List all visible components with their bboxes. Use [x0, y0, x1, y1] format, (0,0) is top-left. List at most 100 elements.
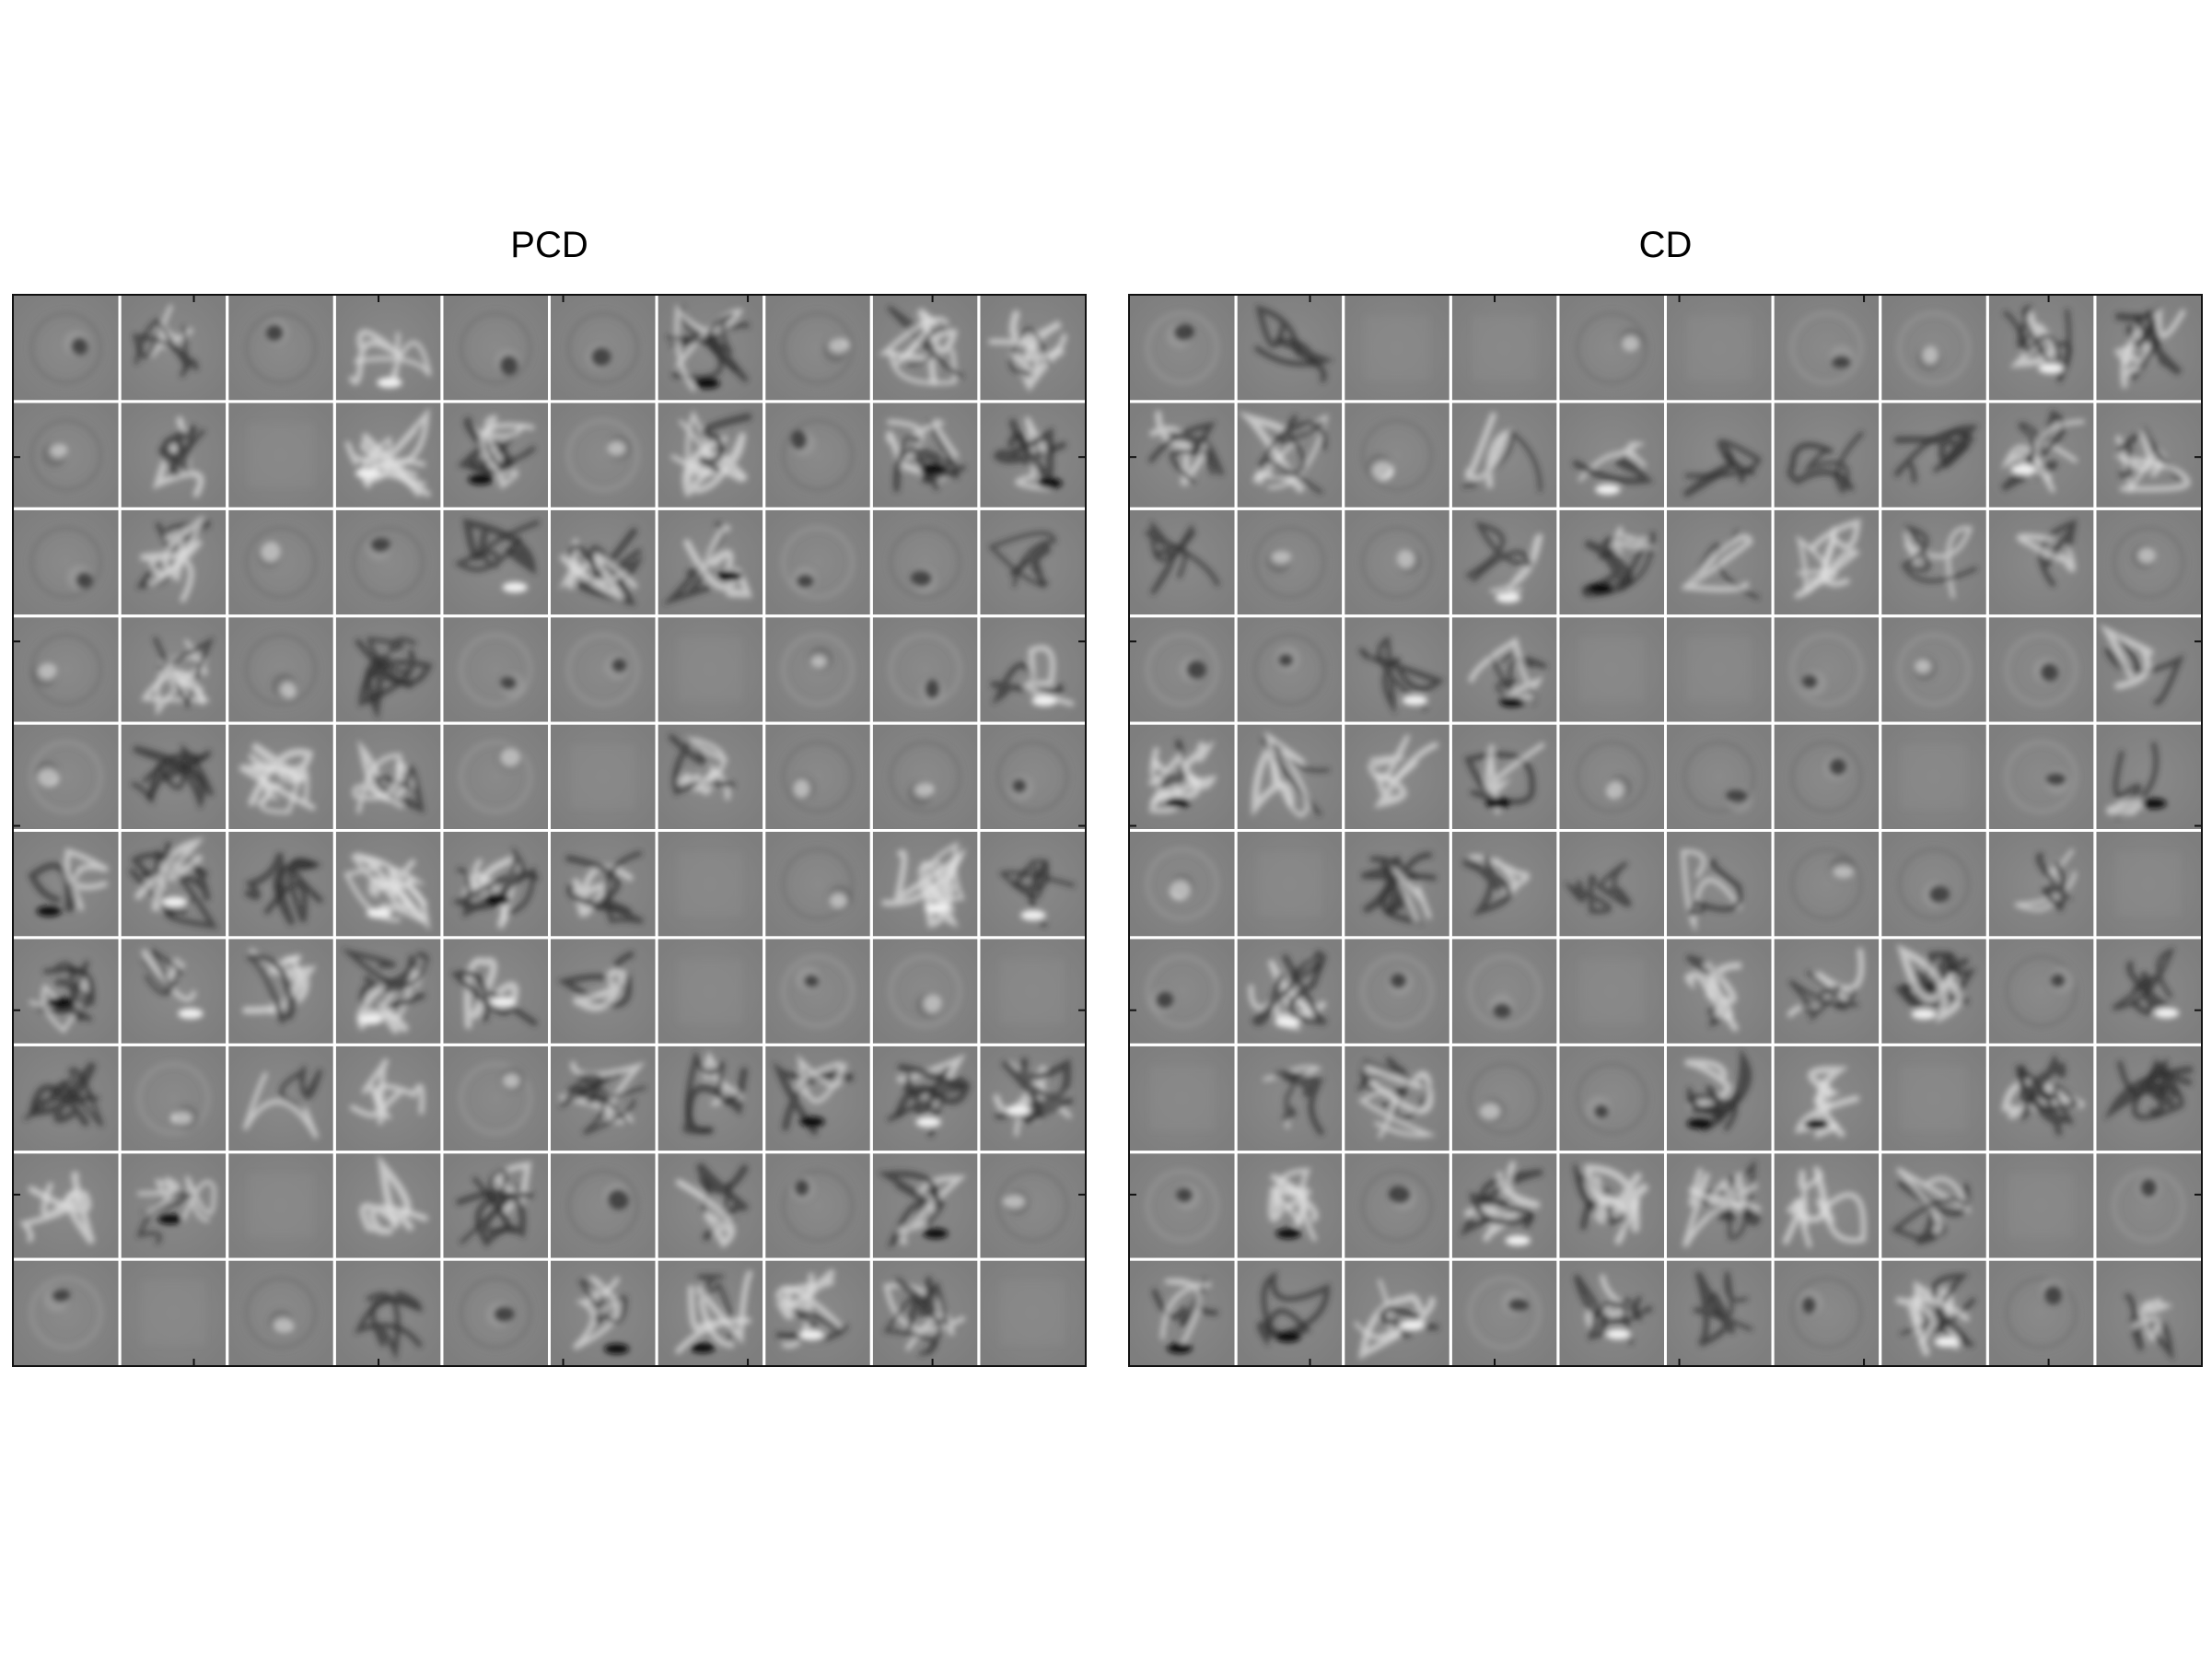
- filter-tile: [2096, 1260, 2201, 1365]
- filter-tile: [228, 296, 333, 401]
- filter-tile: [1774, 509, 1880, 615]
- filter-tile: [980, 1046, 1085, 1151]
- filter-tile: [551, 1153, 656, 1258]
- filter-tile: [14, 724, 119, 829]
- filter-tile: [551, 939, 656, 1044]
- filter-tile: [1774, 832, 1880, 937]
- pcd-filter-grid: [12, 294, 1087, 1367]
- filter-tile: [980, 832, 1085, 937]
- filter-tile: [121, 1260, 227, 1365]
- filter-tile: [1345, 724, 1449, 829]
- cd-panel-title: CD: [1638, 225, 1693, 265]
- filter-tile: [121, 939, 227, 1044]
- filter-tile: [1451, 832, 1557, 937]
- filter-tile: [1130, 617, 1235, 722]
- filter-tile: [1667, 939, 1772, 1044]
- filter-tile: [2096, 509, 2201, 615]
- filter-tile: [228, 1046, 333, 1151]
- filter-tile: [2096, 724, 2201, 829]
- filter-tile: [872, 296, 978, 401]
- filter-tile: [551, 617, 656, 722]
- filter-tile: [2096, 296, 2201, 401]
- filter-tile: [335, 1260, 441, 1365]
- filter-tile: [1130, 832, 1235, 937]
- filter-tile: [1774, 1046, 1880, 1151]
- filter-tile: [872, 1046, 978, 1151]
- filter-tile: [1988, 296, 2094, 401]
- filter-tile: [1345, 1046, 1449, 1151]
- pcd-tiles-svg: [14, 296, 1085, 1365]
- filter-tile: [1988, 1046, 2094, 1151]
- filter-tile: [228, 939, 333, 1044]
- filter-tile: [14, 1046, 119, 1151]
- filter-tile: [1988, 403, 2094, 508]
- filter-tile: [335, 1153, 441, 1258]
- filter-tile: [2096, 617, 2201, 722]
- filter-tile: [228, 509, 333, 615]
- filter-tile: [1881, 939, 1986, 1044]
- filter-tile: [872, 1153, 978, 1258]
- filter-tile: [765, 1260, 870, 1365]
- filter-tile: [1881, 403, 1986, 508]
- filter-tile: [1988, 724, 2094, 829]
- filter-tile: [872, 832, 978, 937]
- filter-tile: [1774, 724, 1880, 829]
- filter-tile: [443, 403, 548, 508]
- filter-tile: [980, 1153, 1085, 1258]
- filter-tile: [1881, 1046, 1986, 1151]
- filter-tile: [1451, 403, 1557, 508]
- filter-tile: [335, 1046, 441, 1151]
- filter-tile: [14, 939, 119, 1044]
- filter-tile: [2096, 939, 2201, 1044]
- filter-tile: [335, 403, 441, 508]
- filter-tile: [551, 832, 656, 937]
- filter-tile: [1881, 1153, 1986, 1258]
- filter-tile: [872, 939, 978, 1044]
- filter-tile: [1237, 1153, 1343, 1258]
- filter-tile: [551, 403, 656, 508]
- filter-tile: [1988, 617, 2094, 722]
- filter-tile: [1345, 617, 1449, 722]
- filter-tile: [765, 617, 870, 722]
- filter-tile: [765, 509, 870, 615]
- filter-tile: [1130, 1046, 1235, 1151]
- filter-tile: [1559, 832, 1664, 937]
- filter-tile: [1237, 1046, 1343, 1151]
- filter-tile: [1345, 296, 1449, 401]
- filter-tile: [658, 724, 763, 829]
- filter-tile: [551, 1046, 656, 1151]
- filter-tile: [1881, 832, 1986, 937]
- filter-tile: [658, 939, 763, 1044]
- filter-tile: [14, 1153, 119, 1258]
- cd-tiles-svg: [1130, 296, 2201, 1365]
- filter-tile: [335, 939, 441, 1044]
- filter-tile: [1559, 403, 1664, 508]
- filter-tile: [14, 509, 119, 615]
- filter-tile: [1667, 1046, 1772, 1151]
- filter-tile: [658, 1260, 763, 1365]
- filter-tile: [658, 296, 763, 401]
- filter-tile: [765, 296, 870, 401]
- filter-tile: [1237, 939, 1343, 1044]
- filter-tile: [980, 403, 1085, 508]
- filter-tile: [1667, 1260, 1772, 1365]
- filter-tile: [1667, 509, 1772, 615]
- filter-tile: [335, 509, 441, 615]
- filter-tile: [1774, 296, 1880, 401]
- filter-tile: [14, 1260, 119, 1365]
- filter-tile: [980, 1260, 1085, 1365]
- filter-tile: [2096, 832, 2201, 937]
- filter-tile: [765, 1153, 870, 1258]
- filter-tile: [1130, 1260, 1235, 1365]
- filter-tile: [765, 832, 870, 937]
- filter-tile: [1667, 403, 1772, 508]
- filter-tile: [121, 832, 227, 937]
- filter-tile: [1237, 296, 1343, 401]
- filter-tile: [551, 1260, 656, 1365]
- pcd-panel-title: PCD: [510, 225, 588, 265]
- filter-tile: [1130, 939, 1235, 1044]
- filter-tile: [1774, 939, 1880, 1044]
- filter-tile: [14, 832, 119, 937]
- filter-tile: [1130, 724, 1235, 829]
- filter-tile: [1559, 939, 1664, 1044]
